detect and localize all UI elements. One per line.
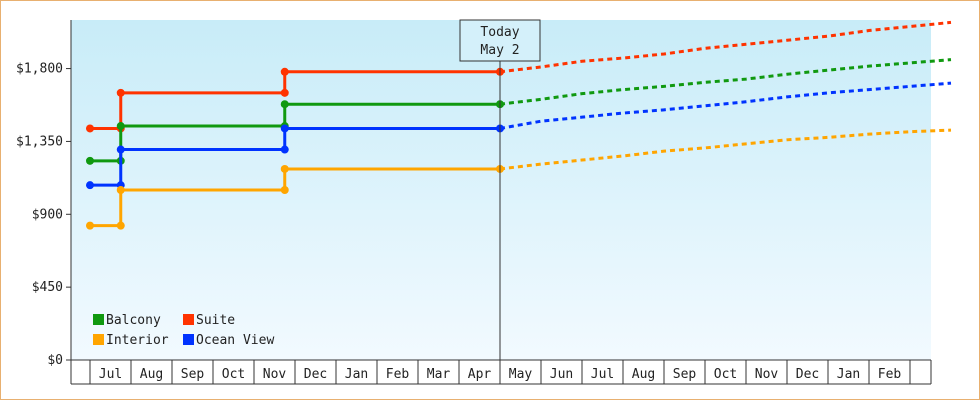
- series-layer: [86, 20, 952, 230]
- x-month-label: Sep: [181, 367, 205, 382]
- x-month-label: Oct: [714, 367, 737, 382]
- x-month-label: Aug: [632, 367, 655, 382]
- legend-swatch: [183, 334, 194, 345]
- data-point: [116, 186, 125, 194]
- x-month-label: Nov: [755, 367, 779, 382]
- legend-label: Ocean View: [196, 333, 274, 348]
- data-point: [280, 186, 289, 194]
- data-point: [86, 156, 94, 165]
- x-month-label: Apr: [468, 367, 492, 382]
- data-point: [86, 181, 94, 190]
- y-axis: $0 $450 $900 $1,350 $1,800: [16, 20, 72, 368]
- data-point: [280, 145, 289, 154]
- legend-swatch: [93, 334, 104, 345]
- x-month-label: Jan: [837, 367, 860, 382]
- x-month-label: Oct: [222, 367, 245, 382]
- x-month-label: Sep: [673, 367, 697, 382]
- x-axis: Jul Aug Sep Oct Nov Dec Jan Feb Mar Apr May Jun Jul A…: [70, 359, 932, 385]
- data-point: [280, 164, 289, 173]
- data-point: [86, 124, 94, 133]
- x-month-label: Jan: [345, 367, 368, 382]
- y-tick-label: $1,800: [16, 62, 63, 77]
- x-month-label: Feb: [386, 367, 410, 382]
- y-tick-label: $450: [32, 280, 63, 295]
- x-month-label: Jul: [99, 367, 122, 382]
- series-line-forecast: [499, 128, 952, 171]
- data-point: [116, 122, 125, 131]
- data-point: [280, 88, 289, 97]
- x-month-label: Jun: [550, 367, 573, 382]
- legend-label: Balcony: [106, 313, 161, 328]
- y-tick-label: $0: [47, 353, 63, 368]
- legend-swatch: [183, 314, 194, 325]
- y-tick-label: $1,350: [16, 134, 63, 149]
- data-point: [116, 221, 125, 230]
- data-point: [280, 124, 289, 133]
- today-label: Today: [480, 25, 519, 40]
- series-line-history: [90, 102, 500, 163]
- x-month-label: Aug: [140, 367, 163, 382]
- series-line-forecast: [499, 81, 952, 130]
- series-line-forecast: [499, 58, 952, 106]
- x-month-label: Dec: [304, 367, 327, 382]
- x-month-label: Feb: [878, 367, 902, 382]
- legend: Balcony Suite Interior Ocean View: [93, 313, 274, 348]
- x-month-label: May: [509, 367, 533, 382]
- data-point: [116, 145, 125, 154]
- series-line-history: [90, 70, 500, 130]
- today-box: [459, 19, 541, 62]
- x-month-label: Mar: [427, 367, 451, 382]
- data-point: [116, 88, 125, 97]
- x-month-label: Jul: [591, 367, 614, 382]
- series-line-history: [90, 167, 500, 228]
- legend-label: Interior: [106, 333, 169, 348]
- legend-swatch: [93, 314, 104, 325]
- data-point: [280, 100, 289, 109]
- today-marker: Today May 2: [459, 19, 541, 360]
- series-line-forecast: [499, 20, 952, 74]
- legend-label: Suite: [196, 313, 235, 328]
- x-month-label: Dec: [796, 367, 819, 382]
- y-tick-label: $900: [32, 207, 63, 222]
- today-date: May 2: [480, 43, 519, 58]
- data-point: [280, 67, 289, 76]
- series-line-history: [90, 126, 500, 187]
- x-month-label: Nov: [263, 367, 287, 382]
- data-point: [86, 221, 94, 230]
